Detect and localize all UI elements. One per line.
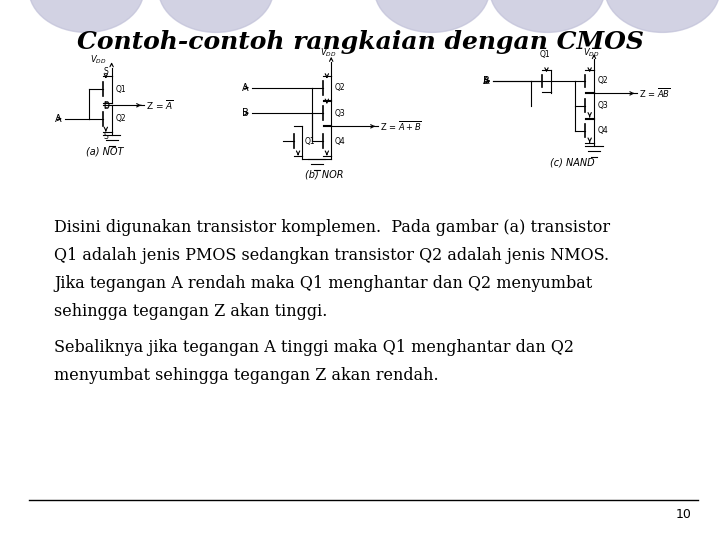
Text: Q1: Q1	[116, 85, 127, 93]
Circle shape	[605, 0, 720, 32]
Circle shape	[29, 0, 144, 32]
Text: menyumbat sehingga tegangan Z akan rendah.: menyumbat sehingga tegangan Z akan renda…	[54, 367, 438, 384]
Text: A: A	[242, 83, 248, 93]
Text: Z = $\overline{AB}$: Z = $\overline{AB}$	[639, 86, 671, 100]
Text: sehingga tegangan Z akan tinggi.: sehingga tegangan Z akan tinggi.	[54, 303, 328, 320]
Text: B: B	[242, 108, 248, 118]
Text: Q2: Q2	[116, 114, 127, 123]
Circle shape	[158, 0, 274, 32]
Text: Q2: Q2	[598, 77, 608, 85]
Text: Disini digunakan transistor komplemen.  Pada gambar (a) transistor: Disini digunakan transistor komplemen. P…	[54, 219, 610, 235]
Text: Q3: Q3	[598, 101, 608, 110]
Text: Sebaliknya jika tegangan A tinggi maka Q1 menghantar dan Q2: Sebaliknya jika tegangan A tinggi maka Q…	[54, 339, 574, 356]
Text: A: A	[483, 76, 490, 86]
Circle shape	[490, 0, 605, 32]
Text: Q2: Q2	[335, 83, 346, 92]
Text: B: B	[483, 76, 490, 86]
Text: (c) NAND: (c) NAND	[550, 157, 595, 167]
Text: Q3: Q3	[335, 109, 346, 118]
Text: Z = $\overline{A+B}$: Z = $\overline{A+B}$	[380, 119, 422, 133]
Text: Contoh-contoh rangkaian dengan CMOS: Contoh-contoh rangkaian dengan CMOS	[76, 30, 644, 53]
Text: Q1 adalah jenis PMOS sedangkan transistor Q2 adalah jenis NMOS.: Q1 adalah jenis PMOS sedangkan transisto…	[54, 247, 609, 264]
Text: (b) NOR: (b) NOR	[305, 170, 343, 180]
Text: $V_{DD}$: $V_{DD}$	[583, 46, 600, 59]
Text: Q4: Q4	[335, 137, 346, 146]
Text: D: D	[104, 101, 109, 110]
Text: S: S	[104, 68, 109, 76]
Text: $V_{DD}$: $V_{DD}$	[320, 46, 337, 59]
Text: $V_{DD}$: $V_{DD}$	[90, 53, 107, 66]
Text: Q1: Q1	[540, 50, 551, 58]
Text: Q4: Q4	[598, 126, 608, 136]
Text: (a) NOT: (a) NOT	[86, 146, 123, 156]
Text: Q1: Q1	[305, 137, 315, 146]
Text: 10: 10	[675, 508, 691, 521]
Circle shape	[374, 0, 490, 32]
Text: Jika tegangan A rendah maka Q1 menghantar dan Q2 menyumbat: Jika tegangan A rendah maka Q1 menghanta…	[54, 275, 593, 292]
Text: S: S	[104, 132, 109, 140]
Text: D: D	[104, 102, 109, 111]
Text: Z = $\overline{A}$: Z = $\overline{A}$	[146, 98, 174, 112]
Text: A: A	[55, 114, 61, 124]
